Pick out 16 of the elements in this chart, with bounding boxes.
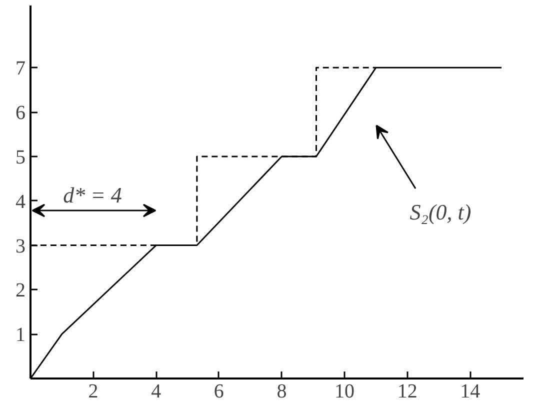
x-tick-label: 12 [397,380,418,402]
annotation: d* = 4 [63,182,122,208]
x-tick-label: 6 [214,380,224,402]
y-tick-label: 5 [16,146,26,168]
x-tick-label: 10 [334,380,355,402]
y-tick-label: 1 [16,324,26,346]
x-tick-label: 8 [276,380,287,402]
y-tick-label: 4 [16,190,26,213]
y-tick-label: 7 [16,58,26,80]
y-tick-label: 6 [16,102,26,124]
x-tick-label: 4 [151,380,162,402]
x-tick-label: 2 [88,380,98,402]
y-tick-label: 2 [16,280,26,302]
y-tick-label: 3 [16,235,26,258]
x-tick-label: 14 [460,380,480,402]
annotation: S₂(0, t) [410,200,472,224]
